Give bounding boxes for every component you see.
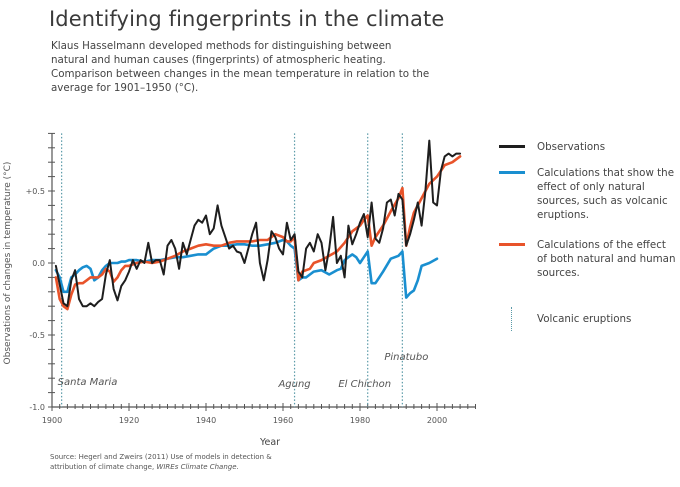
y-tick-label: -1.0 (29, 403, 45, 412)
legend-label-natural: Calculations that show the effect of onl… (537, 167, 675, 221)
x-tick-label: 1960 (273, 416, 293, 425)
legend-swatch-natural (499, 171, 525, 174)
volcano-label: El Chichon (338, 379, 391, 390)
source-suffix: . (236, 462, 239, 471)
y-tick-label: 0.0 (32, 259, 45, 268)
x-tick-label: 2000 (427, 416, 447, 425)
legend-label-observations: Observations (537, 141, 606, 153)
observations-line (54, 139, 462, 308)
natural-only-line (54, 238, 439, 299)
legend-swatch-combined (499, 243, 525, 246)
legend-swatch-volcanic (511, 307, 512, 331)
source-prefix: Source: Hegerl and Zweirs (2011) Use of … (50, 453, 272, 471)
x-tick-label: 1920 (119, 416, 139, 425)
source-note: Source: Hegerl and Zweirs (2011) Use of … (50, 453, 310, 472)
x-axis-label: Year (259, 437, 280, 448)
volcano-label: Agung (277, 379, 310, 390)
natural-and-human-line (54, 155, 462, 311)
legend-label-combined: Calculations of the effect of both natur… (537, 239, 676, 279)
series-lines (54, 139, 462, 311)
source-journal: WIREs Climate Change (156, 462, 237, 471)
chart-subtitle: Klaus Hasselmann developed methods for d… (51, 40, 430, 94)
volcanic-eruption-lines: Santa Maria Agung El Chichon Pinatubo (58, 133, 428, 407)
volcano-label: Pinatubo (384, 352, 428, 363)
y-tick-label: +0.5 (26, 187, 45, 196)
y-tick-label: -0.5 (29, 331, 45, 340)
legend-swatch-observations (499, 145, 525, 148)
axes: -1.0 -0.5 0.0 +0.5 1900 1920 1940 1960 1980 2000 (26, 132, 476, 425)
x-tick-label: 1940 (196, 416, 216, 425)
volcano-label: Santa Maria (58, 377, 118, 388)
y-axis-label: Observations of changes in temperature (… (3, 162, 13, 365)
x-tick-label: 1900 (42, 416, 62, 425)
chart-title: Identifying fingerprints in the climate (49, 7, 445, 31)
x-tick-label: 1980 (350, 416, 370, 425)
legend-label-volcanic: Volcanic eruptions (537, 313, 632, 325)
